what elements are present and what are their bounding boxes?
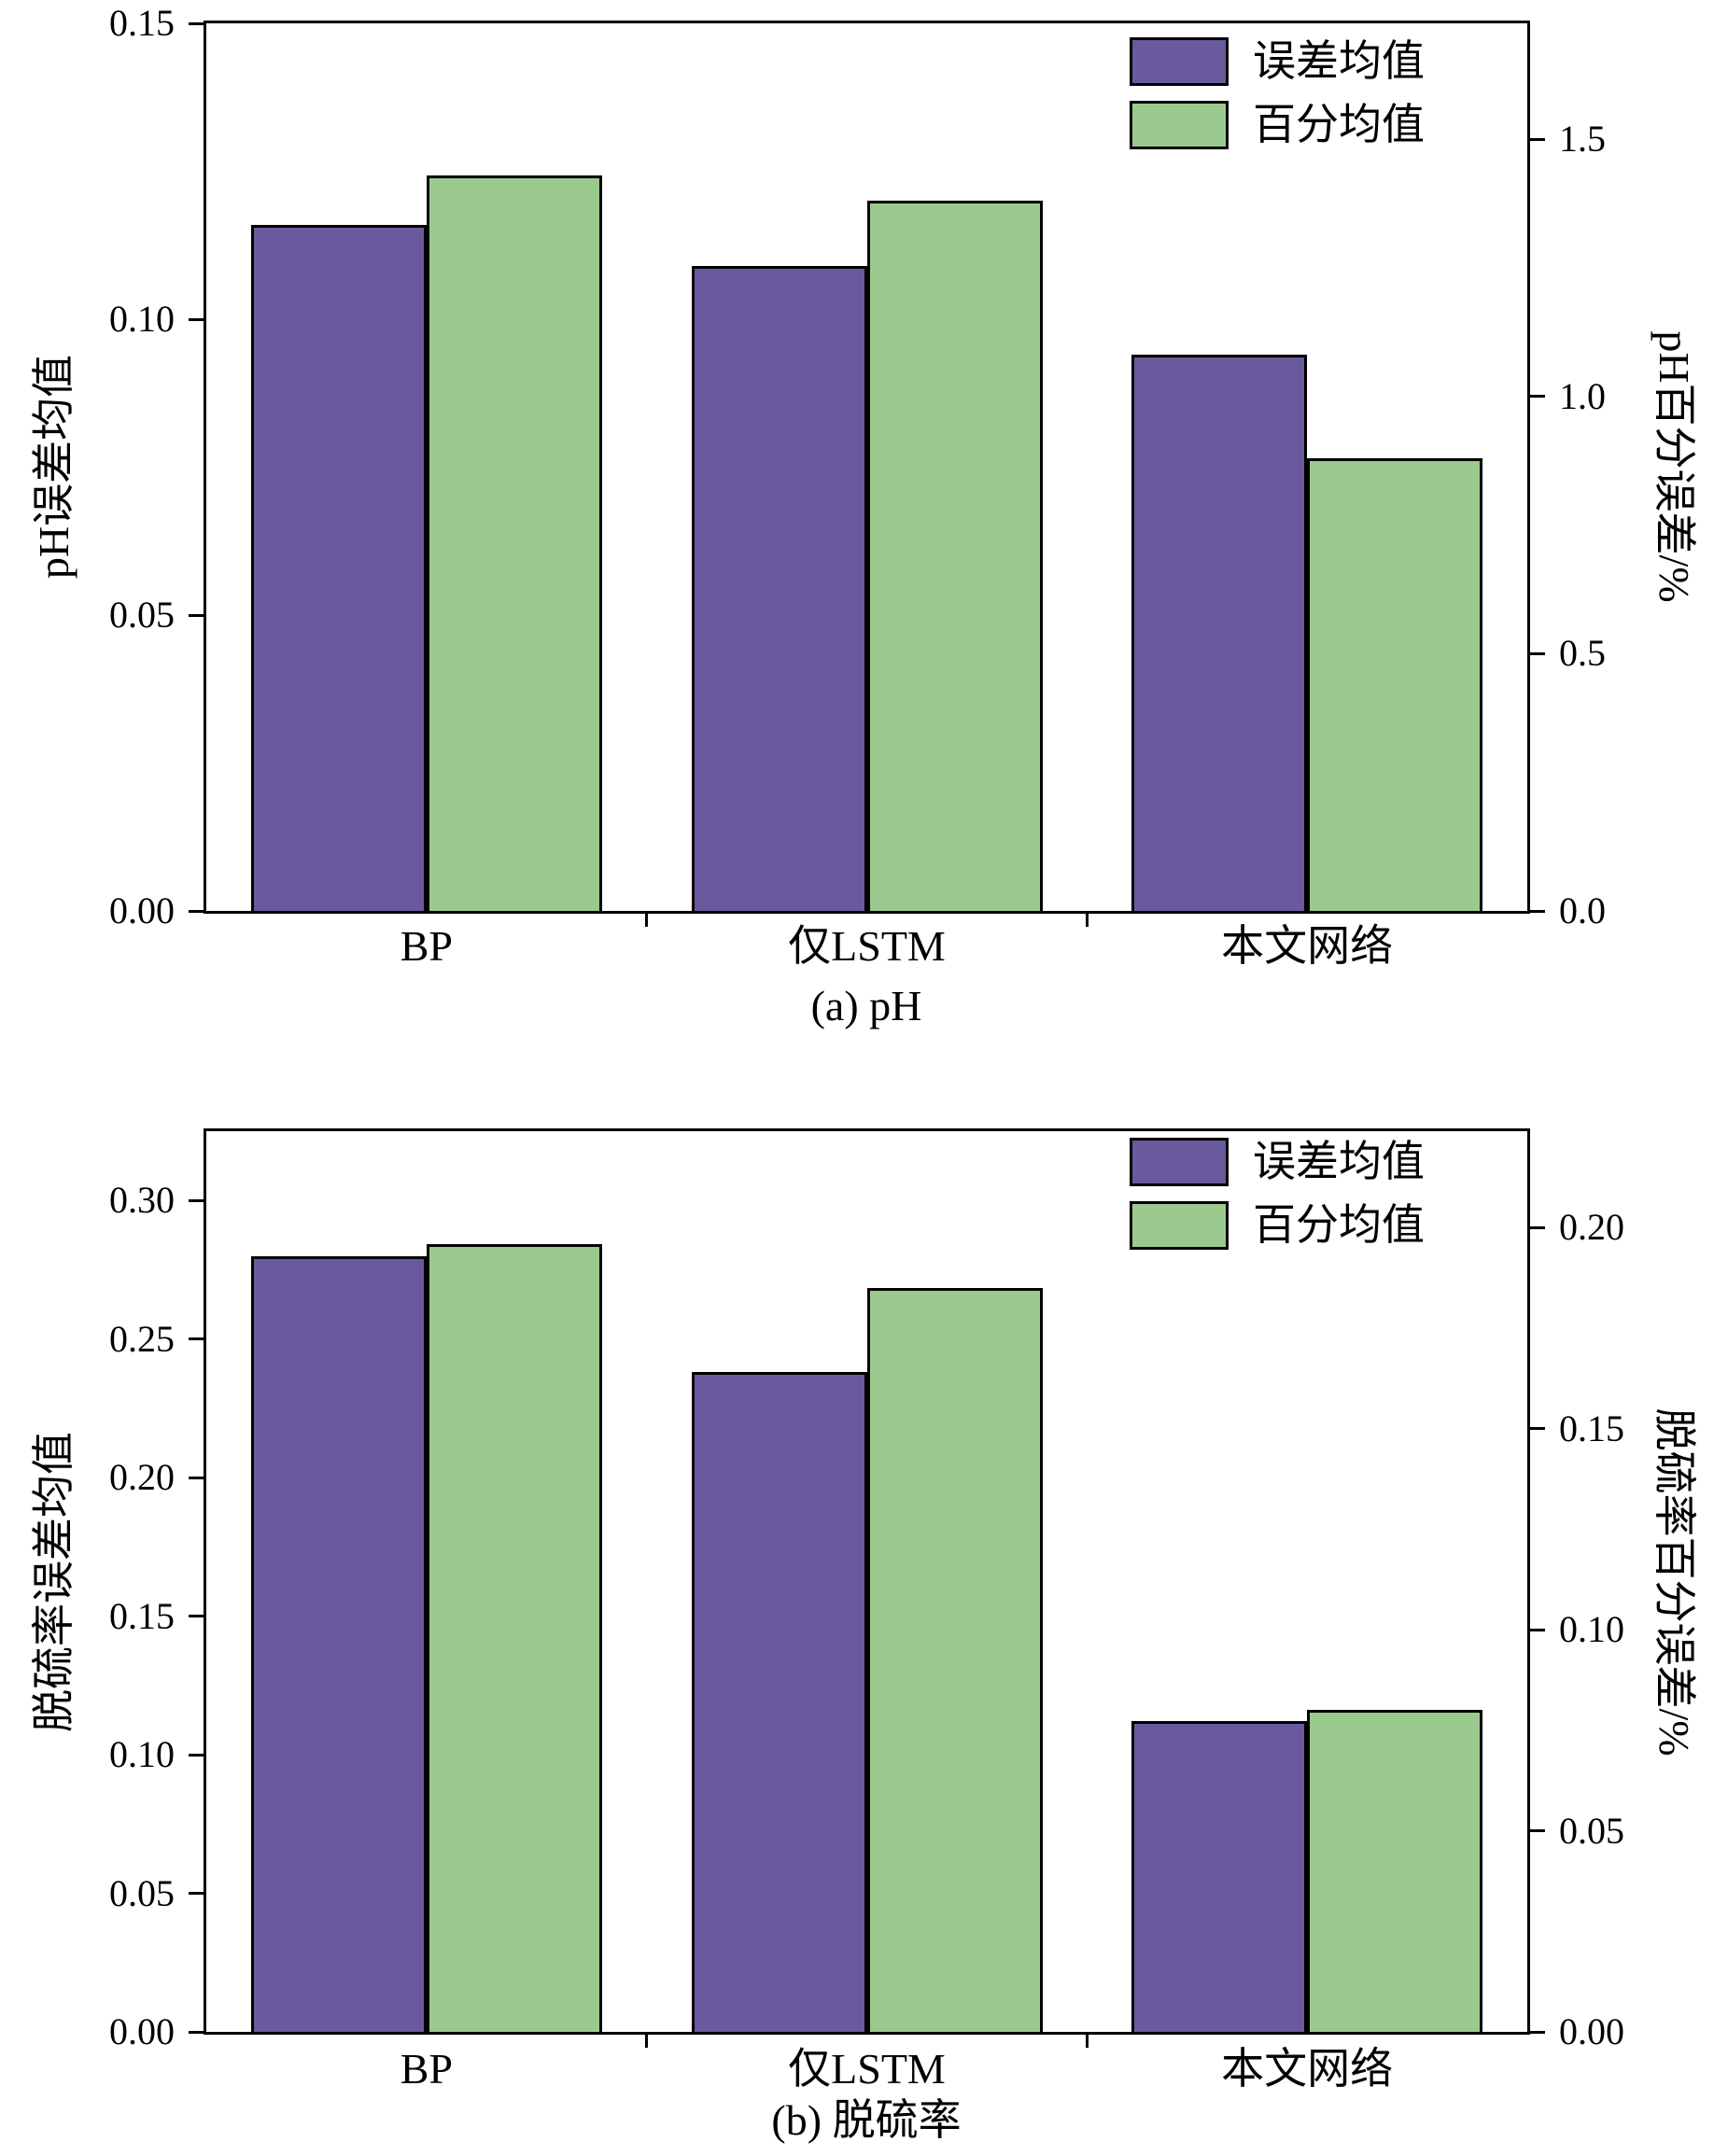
right-axis-tick bbox=[1530, 909, 1545, 913]
x-axis-category-label: 仅LSTM bbox=[788, 922, 946, 970]
right-axis-tick bbox=[1530, 1427, 1545, 1431]
legend-swatch-percent-mean bbox=[1130, 1201, 1229, 1250]
right-axis-tick-label: 1.5 bbox=[1559, 118, 1606, 161]
left-axis-tick-label: 0.20 bbox=[109, 1456, 175, 1499]
plot-area-desulfurization: 0.00 0.05 0.10 0.15 0.20 0.25 0.30 0.00 0.05 0.10… bbox=[109, 1128, 1624, 2093]
legend-item: 百分均值 bbox=[1130, 1201, 1425, 1250]
plot-area-ph: 0.00 0.05 0.10 0.15 0.0 0.5 1.0 1.5 BP 仅LSTM 本文网络 bbox=[109, 3, 1606, 970]
legend-swatch-error-mean bbox=[1130, 37, 1229, 86]
x-axis-category-label: BP bbox=[400, 922, 453, 970]
right-axis-title-ph: pH百分误差/% bbox=[1651, 330, 1698, 603]
right-axis-tick-label: 0.00 bbox=[1559, 2010, 1624, 2052]
bar-error-mean-1 bbox=[691, 1372, 867, 2032]
legend-label: 误差均值 bbox=[1253, 1138, 1425, 1185]
caption-ph: (a) pH bbox=[810, 982, 922, 1029]
left-axis-title-ph: pH误差均值 bbox=[30, 354, 77, 580]
bar-error-mean-2 bbox=[1131, 1721, 1308, 2032]
left-axis-tick bbox=[189, 909, 204, 913]
left-axis-tick bbox=[189, 1337, 204, 1341]
legend-item: 误差均值 bbox=[1130, 1138, 1425, 1186]
x-axis-category-label: 本文网络 bbox=[1221, 2045, 1394, 2093]
bar-percent-mean-1 bbox=[866, 201, 1043, 911]
left-axis-tick bbox=[189, 1753, 204, 1757]
right-axis-tick bbox=[1530, 1829, 1545, 1833]
legend-swatch-error-mean bbox=[1130, 1138, 1229, 1186]
left-axis-tick-label: 0.15 bbox=[109, 1594, 175, 1637]
right-axis-title-desulfurization: 脱硫率百分误差/% bbox=[1651, 1407, 1698, 1757]
left-axis-tick-label: 0.05 bbox=[109, 1871, 175, 1914]
bar-error-mean-1 bbox=[691, 265, 867, 911]
left-axis-title-desulfurization: 脱硫率误差均值 bbox=[30, 1432, 77, 1732]
right-axis-tick bbox=[1530, 2030, 1545, 2034]
legend-item: 误差均值 bbox=[1130, 37, 1425, 86]
left-axis-tick-label: 0.00 bbox=[109, 2010, 175, 2052]
right-axis-tick bbox=[1530, 1225, 1545, 1229]
legend-label: 误差均值 bbox=[1253, 37, 1425, 85]
legend-swatch-percent-mean bbox=[1130, 101, 1229, 149]
legend-label: 百分均值 bbox=[1253, 101, 1425, 148]
left-axis-tick-label: 0.10 bbox=[109, 298, 175, 340]
bar-percent-mean-0 bbox=[426, 175, 602, 911]
right-axis-tick bbox=[1530, 137, 1545, 141]
legend-label: 百分均值 bbox=[1253, 1201, 1425, 1249]
left-axis-tick bbox=[189, 317, 204, 321]
legend: 误差均值 百分均值 bbox=[1130, 37, 1425, 149]
right-axis-tick-label: 0.5 bbox=[1559, 632, 1606, 675]
right-axis-tick-label: 0.20 bbox=[1559, 1206, 1624, 1249]
x-axis-category-label: 仅LSTM bbox=[788, 2045, 946, 2093]
x-axis-boundary-tick bbox=[1085, 2035, 1089, 2048]
right-axis-tick-label: 0.0 bbox=[1559, 889, 1606, 931]
left-axis-tick bbox=[189, 2030, 204, 2034]
bar-percent-mean-2 bbox=[1307, 457, 1483, 911]
left-axis-tick-label: 0.05 bbox=[109, 594, 175, 636]
left-axis-tick-label: 0.15 bbox=[109, 2, 175, 44]
right-axis-tick-label: 0.15 bbox=[1559, 1407, 1624, 1449]
left-axis-tick-label: 0.00 bbox=[109, 889, 175, 931]
left-axis-tick bbox=[189, 21, 204, 25]
left-axis-tick bbox=[189, 1615, 204, 1618]
legend-item: 百分均值 bbox=[1130, 101, 1425, 149]
x-axis-boundary-tick bbox=[645, 914, 649, 927]
right-axis-tick-label: 1.0 bbox=[1559, 374, 1606, 417]
caption-desulfurization: (b) 脱硫率 bbox=[771, 2096, 962, 2144]
left-axis-tick bbox=[189, 1892, 204, 1896]
bar-error-mean-0 bbox=[250, 1255, 427, 2032]
legend: 误差均值 百分均值 bbox=[1130, 1138, 1425, 1250]
bar-percent-mean-2 bbox=[1307, 1710, 1483, 2032]
x-axis-boundary-tick bbox=[645, 2035, 649, 2048]
right-axis-tick bbox=[1530, 395, 1545, 399]
bar-error-mean-2 bbox=[1131, 355, 1308, 911]
left-axis-tick bbox=[189, 1476, 204, 1479]
left-axis-tick-label: 0.10 bbox=[109, 1733, 175, 1776]
left-axis-tick bbox=[189, 1198, 204, 1202]
right-axis-tick-label: 0.05 bbox=[1559, 1809, 1624, 1852]
right-axis-tick bbox=[1530, 1628, 1545, 1631]
bar-percent-mean-0 bbox=[426, 1243, 602, 2032]
left-axis-tick-label: 0.30 bbox=[109, 1179, 175, 1222]
bar-percent-mean-1 bbox=[866, 1288, 1043, 2032]
right-axis-tick bbox=[1530, 651, 1545, 655]
left-axis-tick bbox=[189, 613, 204, 617]
left-axis-tick-label: 0.25 bbox=[109, 1317, 175, 1360]
x-axis-category-label: BP bbox=[400, 2045, 453, 2093]
bar-error-mean-0 bbox=[250, 224, 427, 911]
x-axis-category-label: 本文网络 bbox=[1221, 922, 1394, 970]
right-axis-tick-label: 0.10 bbox=[1559, 1608, 1624, 1651]
x-axis-boundary-tick bbox=[1085, 914, 1089, 927]
